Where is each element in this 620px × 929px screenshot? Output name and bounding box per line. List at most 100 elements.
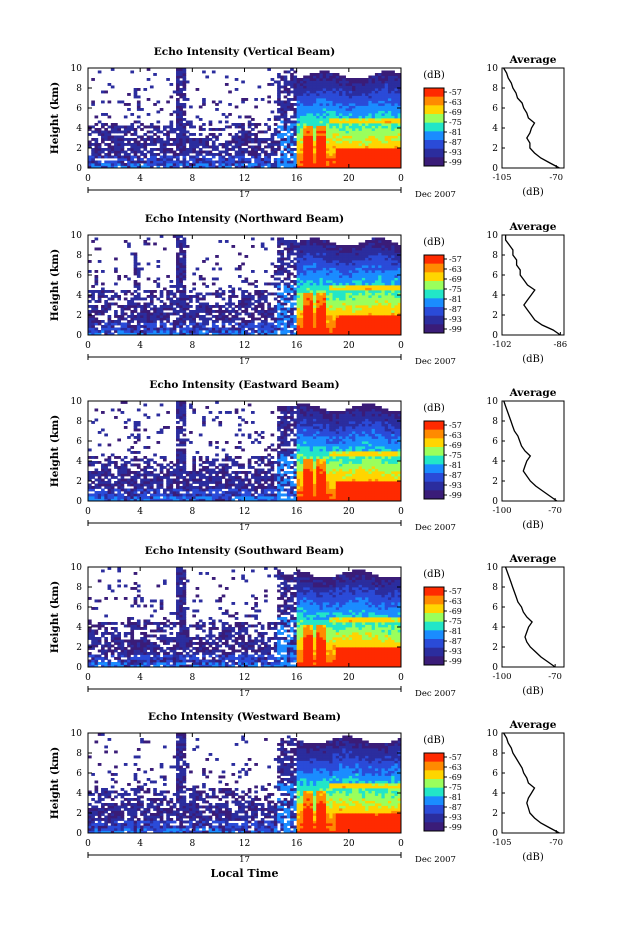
heatmap-cell (228, 305, 232, 308)
heatmap-cell (169, 148, 174, 151)
heatmap-cell (299, 302, 304, 306)
heatmap-cell (234, 330, 239, 333)
heatmap-cell (133, 307, 138, 311)
heatmap-cell (146, 327, 151, 331)
heatmap-cell (257, 153, 262, 156)
heatmap-cell (358, 93, 363, 96)
heatmap-cell (374, 312, 379, 316)
heatmap-cell (381, 310, 386, 313)
heatmap-cell (211, 322, 216, 326)
colorbar-tick-label: -81 (449, 295, 462, 304)
heatmap-cell (254, 330, 258, 333)
heatmap-cell (397, 262, 402, 266)
heatmap-cell (319, 270, 324, 273)
heatmap-cell (352, 320, 356, 323)
heatmap-cell (348, 128, 353, 131)
heatmap-cell (286, 300, 291, 303)
heatmap-cell (120, 332, 125, 336)
heatmap-cell (205, 332, 210, 336)
heatmap-cell (153, 290, 157, 293)
heatmap-cell (179, 235, 183, 238)
heatmap-cell (286, 163, 291, 166)
heatmap-cell (394, 315, 399, 318)
heatmap-cell (270, 110, 275, 114)
heatmap-cell (286, 88, 291, 91)
heatmap-cell (234, 138, 239, 141)
heatmap-cell (149, 143, 154, 146)
heatmap-cell (264, 130, 268, 134)
heatmap-cell (254, 307, 258, 311)
heatmap-cell (273, 140, 278, 144)
heatmap-cell (394, 285, 399, 288)
heatmap-cell (381, 307, 386, 311)
heatmap-cell (127, 103, 131, 106)
heatmap-cell (303, 312, 307, 316)
heatmap-cell (345, 325, 350, 328)
heatmap-cell (381, 250, 386, 253)
heatmap-cell (182, 285, 187, 288)
colorbar-swatch (424, 315, 444, 325)
heatmap-cell (339, 310, 343, 313)
heatmap-cell (332, 108, 337, 111)
heatmap-cell (120, 486, 125, 489)
heatmap-cell (339, 108, 343, 111)
heatmap-cell (293, 98, 298, 101)
heatmap-cell (326, 135, 330, 139)
heatmap-cell (104, 433, 108, 437)
heatmap-cell (143, 163, 148, 166)
heatmap-cell (136, 267, 141, 271)
heatmap-cell (224, 148, 229, 151)
heatmap-cell (136, 317, 141, 321)
heatmap-cell (286, 90, 291, 94)
heatmap-cell (355, 88, 360, 91)
heatmap-cell (381, 332, 386, 336)
heatmap-cell (257, 295, 262, 298)
colorbar-tick-label: -63 (449, 265, 462, 274)
heatmap-cell (146, 312, 151, 316)
heatmap-cell (94, 327, 99, 331)
heatmap-cell (244, 305, 249, 308)
heatmap-cell (365, 80, 369, 84)
heatmap-cell (189, 155, 193, 159)
heatmap-cell (283, 285, 288, 288)
heatmap-cell (166, 148, 170, 151)
heatmap-cell (241, 100, 245, 104)
heatmap-cell (88, 140, 92, 144)
heatmap-cell (254, 133, 258, 136)
heatmap-cell (391, 302, 395, 306)
y-tick-label: 2 (76, 144, 82, 154)
heatmap-cell (221, 315, 226, 318)
heatmap-cell (107, 491, 112, 494)
heatmap-cell (195, 327, 200, 331)
heatmap-cell (397, 148, 402, 151)
heatmap-cell (94, 115, 99, 119)
heatmap-cell (110, 332, 115, 336)
heatmap-cell (127, 436, 131, 439)
heatmap-cell (342, 153, 346, 156)
heatmap-cell (309, 135, 314, 139)
heatmap-cell (397, 290, 402, 293)
heatmap-cell (303, 130, 307, 134)
heatmap-cell (299, 267, 304, 271)
heatmap-cell (309, 240, 314, 243)
heatmap-cell (140, 135, 144, 139)
heatmap-cell (224, 320, 229, 323)
heatmap-cell (114, 145, 118, 149)
heatmap-cell (97, 332, 102, 336)
heatmap-cell (277, 270, 281, 273)
heatmap-cell (176, 332, 180, 336)
heatmap-cell (224, 143, 229, 146)
heatmap-cell (162, 155, 167, 159)
heatmap-cell (162, 165, 167, 169)
heatmap-cell (319, 143, 324, 146)
heatmap-cell (397, 287, 402, 291)
heatmap-cell (290, 133, 294, 136)
heatmap-cell (120, 330, 125, 333)
heatmap-cell (283, 267, 288, 271)
heatmap-cell (130, 148, 135, 151)
heatmap-cell (397, 83, 402, 86)
heatmap-cell (335, 312, 340, 316)
heatmap-cell (365, 110, 369, 114)
heatmap-cell (283, 332, 288, 336)
heatmap-cell (166, 275, 170, 278)
